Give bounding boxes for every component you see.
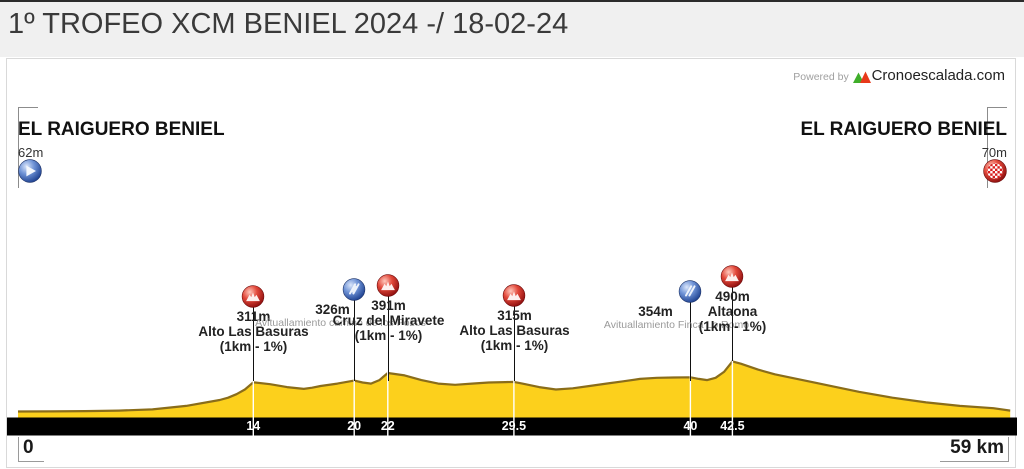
svg-text:20: 20 [347, 419, 361, 433]
svg-text:29.5: 29.5 [502, 419, 526, 433]
svg-text:40: 40 [683, 419, 697, 433]
svg-text:42.5: 42.5 [720, 419, 744, 433]
svg-text:14: 14 [246, 419, 260, 433]
svg-text:22: 22 [381, 419, 395, 433]
